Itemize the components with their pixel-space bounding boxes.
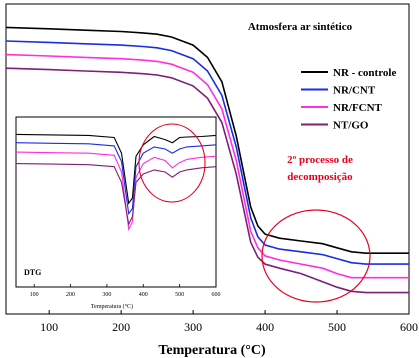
inset-x-tick-label-3: 400 — [139, 292, 148, 298]
main-x-tick-label-3: 400 — [256, 320, 274, 334]
main-x-tick-label-2: 300 — [184, 320, 202, 334]
inset-panel-label: DTG — [24, 268, 41, 277]
legend-label-2: NR/FCNT — [333, 102, 383, 114]
main-series-line-2 — [5, 53, 409, 279]
inset-x-tick-label-2: 300 — [102, 292, 111, 298]
inset-x-tick-label-0: 100 — [30, 292, 39, 298]
x-axis-title: Temperatura (°C) — [158, 343, 266, 358]
main-series-line-0 — [5, 26, 409, 254]
main-x-tick-label-0: 100 — [40, 320, 58, 334]
legend-label-1: NR/CNT — [333, 85, 376, 97]
decomposition-annotation: 2º processo de decomposição — [261, 154, 371, 303]
dtg-inset: 100 200 300 400 500 600 DTG Temperatura (°C) — [15, 116, 221, 310]
main-series-line-3 — [5, 67, 409, 294]
annotation-line-2: decomposição — [287, 171, 353, 183]
legend: NR - controle NR/CNT NR/FCNT NT/GO — [301, 67, 396, 132]
inset-x-tick-label-1: 200 — [66, 292, 75, 298]
inset-series-line-3 — [15, 163, 217, 226]
inset-x-tick-label-5: 600 — [212, 292, 221, 298]
inset-x-axis-title: Temperatura (°C) — [91, 303, 133, 310]
main-x-tick-label-1: 200 — [112, 320, 130, 334]
inset-series-line-0 — [15, 133, 217, 205]
main-x-tick-label-5: 600 — [400, 320, 418, 334]
annotation-line-1: 2º processo de — [287, 154, 353, 166]
inset-x-tick-label-4: 500 — [175, 292, 184, 298]
legend-label-3: NT/GO — [333, 120, 369, 132]
atmosphere-title: Atmosfera ar sintético — [248, 21, 353, 33]
legend-label-0: NR - controle — [333, 67, 396, 79]
main-x-tick-label-4: 500 — [328, 320, 346, 334]
inset-x-axis: 100 200 300 400 500 600 — [30, 284, 221, 298]
main-plot-frame — [5, 3, 410, 315]
main-series-line-1 — [5, 40, 409, 265]
main-series-group — [5, 26, 409, 294]
inset-frame — [15, 116, 217, 288]
inset-series-line-1 — [15, 142, 217, 216]
annotation-ellipse-inset — [138, 123, 206, 203]
main-x-axis: 100 200 300 400 500 600 — [40, 310, 418, 334]
annotation-ellipse-main — [261, 209, 371, 303]
